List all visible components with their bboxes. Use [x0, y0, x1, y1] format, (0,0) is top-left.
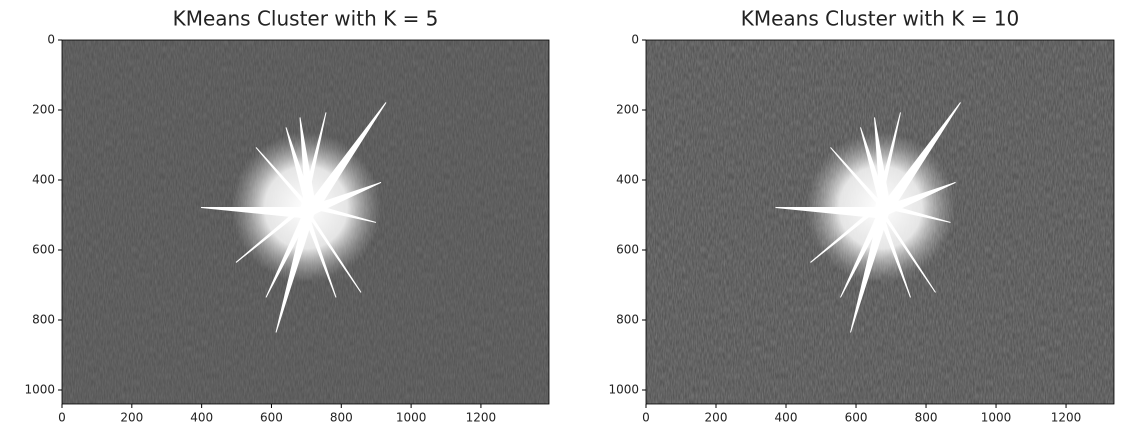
- y-tick-label: 1000: [608, 383, 639, 397]
- y-tick-label: 0: [47, 33, 55, 47]
- x-tick-label: 1200: [466, 411, 497, 425]
- x-tick-label: 1200: [1051, 411, 1082, 425]
- y-tick-label: 600: [32, 243, 55, 257]
- y-tick-label: 200: [616, 103, 639, 117]
- y-tick-label: 200: [32, 103, 55, 117]
- x-tick-label: 600: [260, 411, 283, 425]
- y-tick-label: 800: [32, 313, 55, 327]
- x-tick-label: 1000: [396, 411, 427, 425]
- y-tick-label: 400: [616, 173, 639, 187]
- x-tick-label: 1000: [981, 411, 1012, 425]
- x-tick-label: 0: [58, 411, 66, 425]
- axes-frame: [645, 39, 1115, 405]
- chart-title: KMeans Cluster with K = 5: [173, 7, 439, 31]
- y-tick-label: 400: [32, 173, 55, 187]
- chart-title: KMeans Cluster with K = 10: [741, 7, 1020, 31]
- x-tick-label: 800: [330, 411, 353, 425]
- x-tick-label: 600: [845, 411, 868, 425]
- y-tick-label: 1000: [24, 383, 55, 397]
- axes-frame: [61, 39, 550, 405]
- x-tick-label: 0: [642, 411, 650, 425]
- x-tick-label: 200: [120, 411, 143, 425]
- x-tick-label: 800: [915, 411, 938, 425]
- x-tick-label: 200: [705, 411, 728, 425]
- x-tick-label: 400: [775, 411, 798, 425]
- y-tick-label: 800: [616, 313, 639, 327]
- y-tick-label: 600: [616, 243, 639, 257]
- y-tick-label: 0: [631, 33, 639, 47]
- x-tick-label: 400: [190, 411, 213, 425]
